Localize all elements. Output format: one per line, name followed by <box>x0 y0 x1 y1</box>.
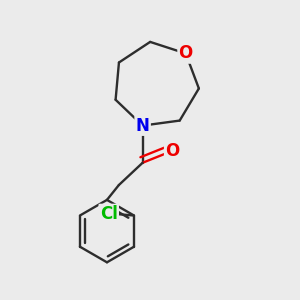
Text: O: O <box>165 142 179 160</box>
Text: O: O <box>178 44 193 62</box>
Text: Cl: Cl <box>100 205 118 223</box>
Text: N: N <box>136 117 150 135</box>
